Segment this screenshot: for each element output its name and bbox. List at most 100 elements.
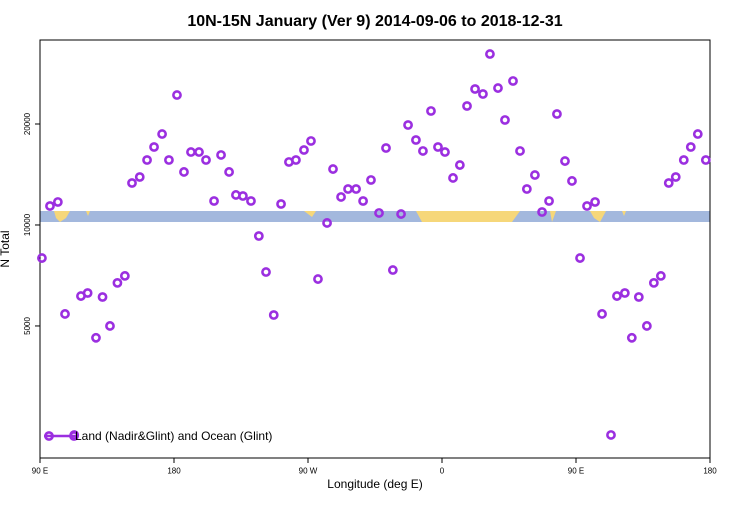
point	[149, 142, 159, 152]
point	[454, 160, 465, 170]
x-tick-label: 0	[440, 467, 445, 476]
point	[655, 271, 666, 281]
point	[418, 146, 428, 156]
point	[508, 76, 518, 86]
point	[105, 321, 115, 331]
point	[515, 146, 525, 156]
point	[470, 84, 480, 94]
point	[179, 167, 189, 177]
point	[119, 271, 130, 281]
point	[567, 176, 577, 186]
point	[45, 201, 55, 211]
point	[112, 277, 123, 288]
x-tick-label: 180	[167, 467, 181, 476]
point	[537, 207, 547, 217]
chart-title: 10N-15N January (Ver 9) 2014-09-06 to 20…	[187, 13, 562, 30]
point	[663, 178, 674, 188]
point	[276, 199, 286, 209]
point	[328, 164, 338, 174]
point	[493, 83, 503, 93]
point	[238, 191, 248, 201]
point	[411, 135, 421, 145]
y-tick-label: 10000	[23, 213, 32, 236]
point	[351, 184, 361, 194]
point	[374, 208, 384, 218]
point	[590, 197, 600, 207]
point	[552, 109, 562, 119]
point	[433, 142, 443, 152]
point	[648, 277, 659, 288]
point	[224, 167, 234, 177]
point	[157, 129, 167, 139]
point	[597, 309, 607, 319]
plot-frame	[39, 39, 711, 459]
point	[127, 178, 137, 188]
point	[142, 155, 152, 165]
point	[381, 143, 391, 153]
point	[521, 184, 532, 194]
x-axis-label: Longitude (deg E)	[327, 477, 422, 491]
x-tick-label: 90 W	[299, 467, 318, 476]
point	[172, 90, 182, 100]
point	[685, 142, 696, 152]
point	[336, 192, 346, 202]
point	[343, 184, 353, 194]
point	[97, 292, 108, 302]
point	[633, 292, 644, 302]
y-axis-label: N Total	[0, 230, 12, 267]
point	[306, 136, 316, 146]
point	[186, 147, 196, 157]
x-tick-label: 90 E	[32, 467, 48, 476]
point	[403, 120, 413, 130]
point	[246, 196, 256, 206]
point	[291, 155, 301, 165]
point	[209, 196, 219, 206]
map-strip	[40, 211, 710, 222]
point	[299, 145, 309, 155]
y-tick-label: 5000	[23, 317, 32, 335]
point	[201, 155, 211, 165]
point	[426, 106, 436, 116]
point	[164, 155, 174, 165]
legend-marker	[69, 431, 79, 441]
y-tick-label: 20000	[23, 112, 32, 135]
point	[268, 310, 279, 320]
point	[478, 89, 488, 99]
point	[60, 309, 70, 319]
legend-marker	[44, 431, 54, 441]
point	[37, 253, 47, 263]
point	[500, 115, 510, 125]
point	[261, 267, 271, 277]
point	[612, 291, 622, 301]
point	[530, 170, 540, 180]
point	[216, 150, 226, 160]
x-tick-label: 180	[703, 467, 717, 476]
point	[358, 196, 368, 206]
point	[462, 101, 472, 111]
point	[313, 274, 323, 284]
point	[485, 49, 495, 59]
point	[91, 332, 101, 343]
point	[560, 156, 570, 166]
point	[387, 265, 398, 275]
point	[692, 129, 703, 139]
point	[678, 155, 689, 165]
point	[82, 288, 93, 298]
point	[52, 197, 63, 207]
point	[606, 430, 616, 440]
point	[134, 172, 145, 182]
point	[670, 172, 681, 182]
point	[544, 196, 554, 206]
point	[253, 231, 264, 241]
point	[396, 209, 406, 219]
point	[322, 218, 332, 228]
point	[440, 147, 450, 157]
point	[700, 155, 711, 165]
legend-label: Land (Nadir&Glint) and Ocean (Glint)	[75, 429, 272, 443]
point	[575, 253, 585, 263]
x-tick-label: 90 E	[568, 467, 584, 476]
point	[619, 288, 630, 298]
point	[448, 173, 458, 183]
point	[194, 147, 204, 157]
